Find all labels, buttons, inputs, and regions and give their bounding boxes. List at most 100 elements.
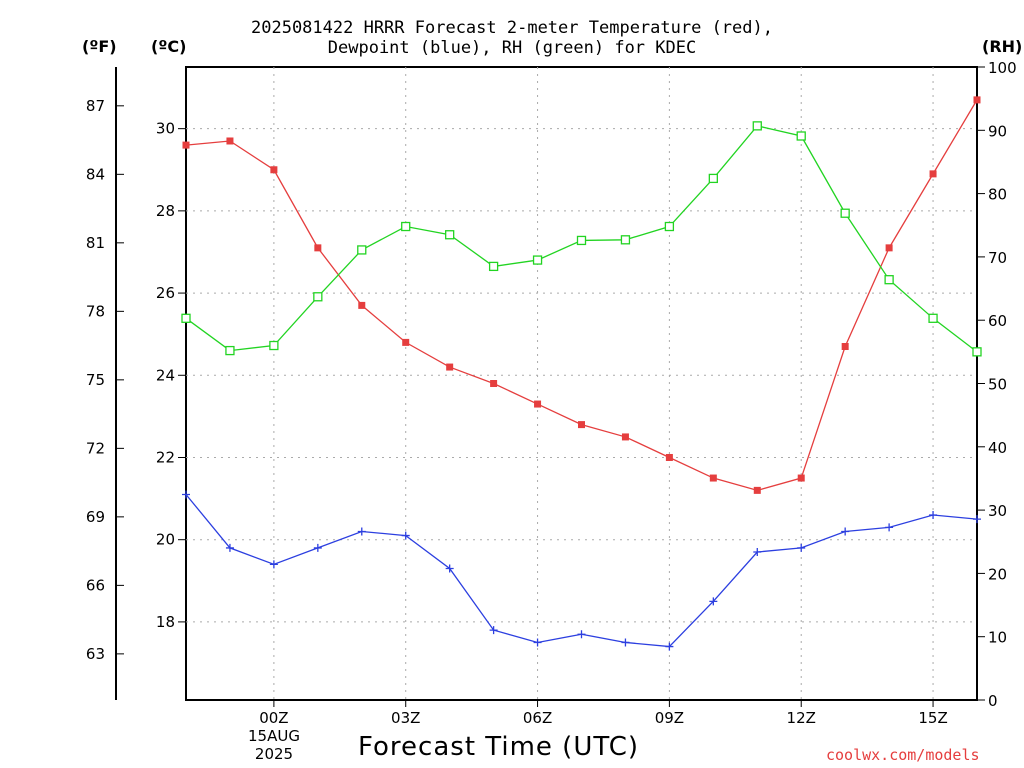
temperature-point (621, 433, 629, 441)
fahrenheit-axis-unit: (ºF) (82, 37, 117, 56)
fahrenheit-tick-label: 75 (86, 371, 105, 389)
dewpoint-point (841, 527, 850, 536)
fahrenheit-tick-label: 72 (86, 439, 105, 457)
dewpoint-line (185, 494, 978, 648)
dewpoint-point (182, 490, 190, 499)
temperature-point (226, 137, 234, 145)
relative-humidity-point (269, 340, 279, 351)
relative-humidity-point (445, 230, 455, 240)
rh-tick-label: 20 (988, 565, 1007, 583)
dewpoint-point (665, 642, 674, 651)
relative-humidity-point (840, 208, 850, 218)
dewpoint-point (313, 543, 322, 552)
temperature-point (841, 343, 849, 351)
dewpoint-point (885, 523, 894, 532)
x-tick-label: 09Z (655, 709, 684, 727)
celsius-tick-label: 20 (156, 531, 175, 549)
celsius-tick-label: 28 (156, 202, 175, 220)
x-tick-label: 00Z (259, 709, 288, 727)
temperature-point (929, 170, 937, 178)
plot-frame (185, 66, 978, 701)
dewpoint-point (709, 597, 718, 606)
rh-tick-label: 80 (988, 186, 1007, 204)
relative-humidity-point (972, 347, 982, 357)
relative-humidity-point (664, 221, 675, 232)
dewpoint-point (269, 560, 278, 569)
temperature-point (885, 244, 893, 252)
x-tick-label: 06Z (523, 709, 552, 727)
dewpoint-point (401, 531, 410, 540)
temperature-point (973, 96, 981, 104)
relative-humidity-point (576, 235, 587, 246)
temperature-point (578, 421, 585, 429)
temperature-point (709, 474, 717, 482)
relative-humidity-point (225, 345, 235, 356)
chart-title-line-1: 2025081422 HRRR Forecast 2-meter Tempera… (251, 18, 773, 38)
fahrenheit-tick-label: 63 (86, 645, 105, 663)
temperature-point (534, 400, 542, 408)
temperature-point (665, 453, 673, 461)
relative-humidity-point (488, 261, 499, 272)
rh-tick-label: 10 (988, 629, 1007, 647)
celsius-tick-label: 18 (156, 613, 175, 631)
temperature-markers (182, 96, 981, 494)
chart-title-line-2: Dewpoint (blue), RH (green) for KDEC (327, 38, 697, 58)
dewpoint-markers (182, 490, 981, 651)
dewpoint-point (973, 515, 981, 524)
dewpoint-point (357, 527, 366, 536)
relative-humidity-point (620, 235, 631, 245)
dewpoint-point (445, 564, 454, 573)
dewpoint-point (929, 511, 938, 520)
temperature-line (185, 99, 978, 492)
temperature-point (797, 474, 805, 482)
dewpoint-point (577, 630, 586, 639)
temperature-point (402, 338, 410, 346)
x-tick-label: 12Z (787, 709, 816, 727)
relative-humidity-point (357, 245, 367, 255)
rh-tick-label: 40 (988, 439, 1007, 457)
relative-humidity-point (884, 275, 894, 285)
temperature-point (270, 166, 278, 174)
relative-humidity-markers (181, 121, 982, 357)
fahrenheit-tick-label: 81 (86, 234, 105, 252)
celsius-tick-label: 22 (156, 448, 175, 466)
dewpoint-point (225, 543, 234, 552)
rh-tick-label: 100 (988, 59, 1017, 77)
rh-tick-label: 60 (988, 312, 1007, 330)
relative-humidity-point (796, 131, 806, 141)
celsius-tick-label: 30 (156, 120, 175, 138)
dewpoint-point (621, 638, 630, 647)
relative-humidity-point (532, 255, 543, 265)
temperature-point (446, 363, 454, 371)
x-tick-label: 03Z (391, 709, 420, 727)
temperature-point (182, 141, 190, 149)
dewpoint-point (533, 638, 542, 647)
temperature-point (753, 486, 761, 494)
relative-humidity-point (401, 221, 411, 232)
rh-tick-label: 30 (988, 502, 1007, 520)
dewpoint-point (797, 543, 806, 552)
rh-tick-label: 90 (988, 122, 1007, 140)
fahrenheit-tick-label: 78 (86, 302, 105, 320)
x-tick-label: 15Z (918, 709, 947, 727)
celsius-tick-label: 24 (156, 366, 175, 384)
relative-humidity-point (928, 313, 938, 323)
celsius-axis-unit: (ºC) (151, 37, 187, 56)
fahrenheit-tick-label: 87 (86, 97, 105, 115)
relative-humidity-point (752, 121, 762, 131)
fahrenheit-tick-label: 66 (86, 576, 105, 594)
celsius-tick-label: 26 (156, 284, 175, 302)
x-axis-title: Forecast Time (UTC) (358, 732, 640, 762)
x-date-label-day: 15AUG (248, 727, 300, 745)
dewpoint-point (753, 548, 762, 557)
credit-text: coolwx.com/models (826, 746, 980, 764)
rh-tick-label: 50 (988, 376, 1007, 394)
temperature-point (490, 380, 498, 387)
temperature-point (314, 244, 322, 252)
fahrenheit-tick-label: 69 (86, 508, 105, 526)
relative-humidity-point (708, 173, 718, 184)
relative-humidity-point (313, 292, 323, 302)
rh-axis-unit: (RH) (982, 37, 1023, 56)
x-date-label-year: 2025 (254, 745, 294, 763)
